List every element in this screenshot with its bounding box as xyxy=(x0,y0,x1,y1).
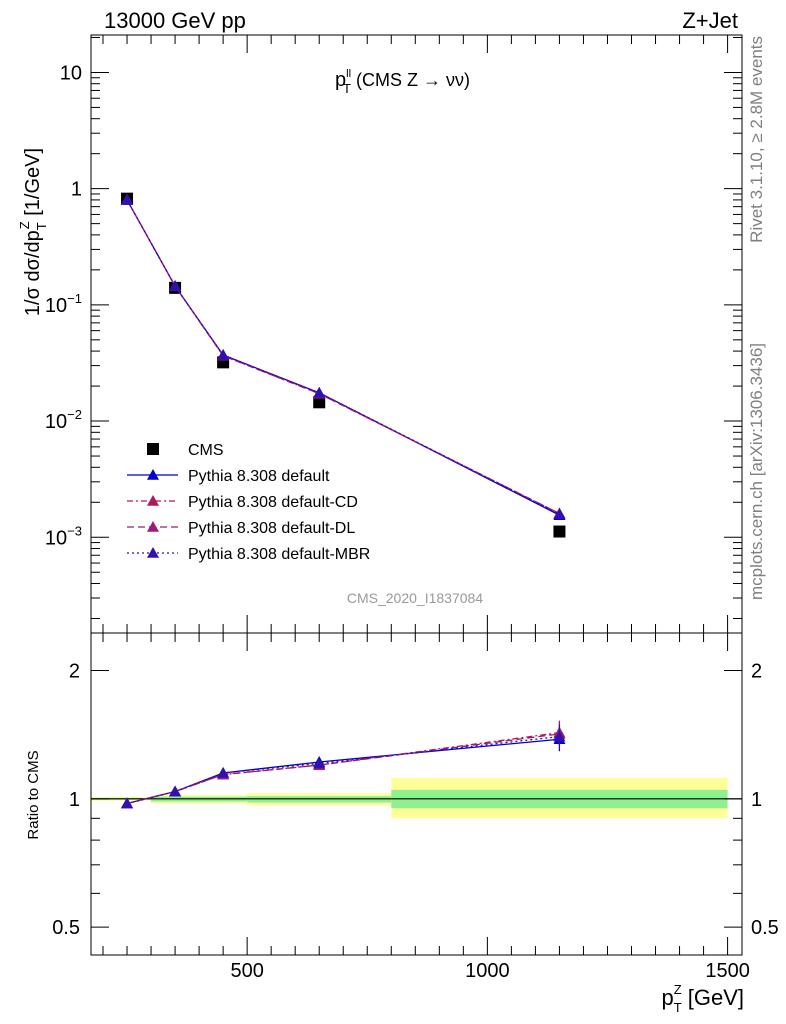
mc-point xyxy=(313,386,326,398)
mc-line xyxy=(126,199,560,515)
ratio-y-tick-label-left: 0.5 xyxy=(52,917,80,939)
x-axis-label: pZ T [GeV] xyxy=(661,982,744,1015)
legend-label: Pythia 8.308 default xyxy=(188,468,330,485)
ratio-uncertainty-bands xyxy=(91,777,728,819)
cms-data-point xyxy=(313,396,326,409)
axes: 500 1000 1500 10 1 10−1 10−2 10−3 2 2 1 1 0.5 0.5 xyxy=(45,34,779,982)
legend-marker xyxy=(147,469,159,480)
mc-line xyxy=(126,199,560,515)
legend-marker-cms xyxy=(147,443,159,455)
side-label-bottom: mcplots.cern.ch [arXiv:1306.3436] xyxy=(747,343,766,600)
main-series xyxy=(121,192,566,538)
y-tick-label: 10−3 xyxy=(45,523,82,549)
header-right: Z+Jet xyxy=(682,8,738,33)
y-axis-label-ratio: Ratio to CMS xyxy=(25,750,42,839)
mc-point xyxy=(553,508,566,519)
side-label-top: Rivet 3.1.10, ≥ 2.8M events xyxy=(747,36,766,243)
mc-point xyxy=(121,193,134,205)
main-plot-frame xyxy=(90,34,743,634)
ratio-y-tick-label-right: 2 xyxy=(751,661,762,683)
ratio-y-tick-label-right: 0.5 xyxy=(751,917,779,939)
legend-marker xyxy=(147,521,159,532)
legend-label: Pythia 8.308 default-CD xyxy=(188,494,358,511)
ratio-point xyxy=(169,785,182,797)
legend: CMS Pythia 8.308 default Pythia 8.308 defa… xyxy=(127,442,370,563)
ratio-point xyxy=(217,766,230,778)
ratio-point xyxy=(121,797,134,809)
ratio-y-tick-label-right: 1 xyxy=(751,789,762,811)
x-tick-label: 1000 xyxy=(465,960,510,982)
mc-line xyxy=(126,199,560,515)
legend-marker xyxy=(147,547,159,558)
legend-label: CMS xyxy=(188,442,224,459)
y-tick-label: 10−2 xyxy=(45,407,82,433)
ratio-point xyxy=(553,730,566,742)
y-tick-label: 10 xyxy=(60,62,82,84)
legend-label: Pythia 8.308 default-MBR xyxy=(188,546,370,563)
legend-label: Pythia 8.308 default-DL xyxy=(188,520,355,537)
mc-point xyxy=(217,349,230,360)
mc-point xyxy=(169,280,182,291)
watermark: CMS_2020_I1837084 xyxy=(347,590,483,606)
y-axis-label-main: 1/σ dσ/dpTZ [1/GeV] xyxy=(17,148,49,316)
y-tick-label: 1 xyxy=(71,179,82,201)
legend-marker xyxy=(147,495,159,506)
x-tick-label: 500 xyxy=(230,960,263,982)
x-tick-label: 1500 xyxy=(705,960,750,982)
ratio-plot-frame xyxy=(90,632,743,956)
header-left: 13000 GeV pp xyxy=(104,8,246,33)
ratio-point xyxy=(313,757,326,769)
ratio-y-tick-label-left: 2 xyxy=(69,661,80,683)
ratio-series xyxy=(121,720,566,809)
ratio-y-tick-label-left: 1 xyxy=(69,789,80,811)
y-tick-label: 10−1 xyxy=(45,291,82,317)
cms-data-point xyxy=(553,525,566,538)
plot-title: pll T (CMS Z → νν) xyxy=(335,68,470,96)
